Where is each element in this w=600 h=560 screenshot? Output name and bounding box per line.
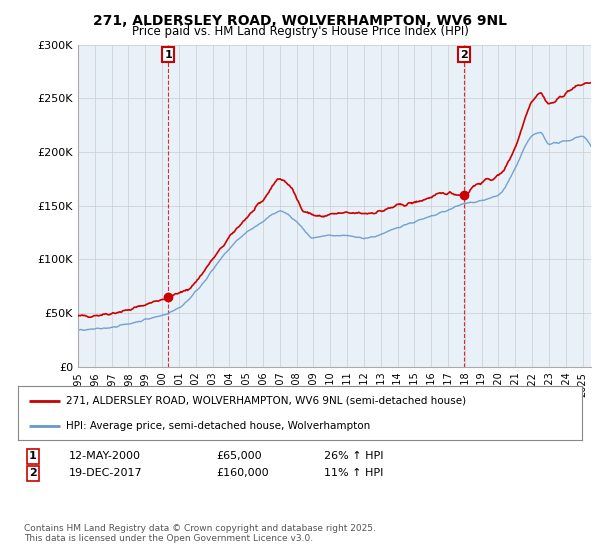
Text: 2: 2 — [460, 50, 468, 59]
Text: Price paid vs. HM Land Registry's House Price Index (HPI): Price paid vs. HM Land Registry's House … — [131, 25, 469, 38]
Text: 271, ALDERSLEY ROAD, WOLVERHAMPTON, WV6 9NL: 271, ALDERSLEY ROAD, WOLVERHAMPTON, WV6 … — [93, 14, 507, 28]
Text: 11% ↑ HPI: 11% ↑ HPI — [324, 468, 383, 478]
Text: 26% ↑ HPI: 26% ↑ HPI — [324, 451, 383, 461]
Text: 1: 1 — [29, 451, 37, 461]
Text: £65,000: £65,000 — [216, 451, 262, 461]
Text: 271, ALDERSLEY ROAD, WOLVERHAMPTON, WV6 9NL (semi-detached house): 271, ALDERSLEY ROAD, WOLVERHAMPTON, WV6 … — [66, 396, 466, 406]
Text: 12-MAY-2000: 12-MAY-2000 — [69, 451, 141, 461]
Text: 2: 2 — [29, 468, 37, 478]
Text: 1: 1 — [164, 50, 172, 59]
Text: 19-DEC-2017: 19-DEC-2017 — [69, 468, 143, 478]
Text: HPI: Average price, semi-detached house, Wolverhampton: HPI: Average price, semi-detached house,… — [66, 421, 370, 431]
Text: Contains HM Land Registry data © Crown copyright and database right 2025.
This d: Contains HM Land Registry data © Crown c… — [24, 524, 376, 543]
Text: £160,000: £160,000 — [216, 468, 269, 478]
